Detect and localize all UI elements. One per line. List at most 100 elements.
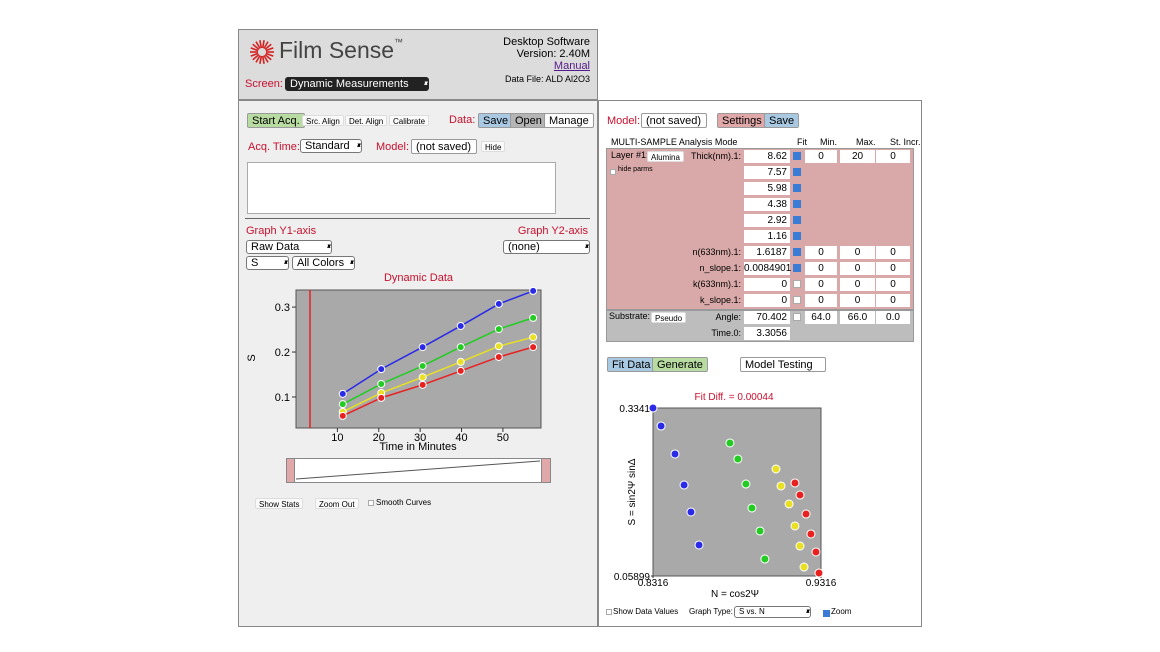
fit-checkbox[interactable] [793, 248, 801, 256]
det-align-button[interactable]: Det. Align [345, 115, 388, 126]
acq-time-select[interactable]: Standard [300, 139, 362, 153]
layer-material-button[interactable]: Alumina [647, 151, 684, 162]
parameter-min[interactable]: 0 [805, 262, 837, 275]
parameter-step[interactable]: 0 [876, 150, 910, 163]
y1-select[interactable]: Raw Data [246, 240, 332, 254]
fit-checkbox[interactable] [793, 313, 801, 321]
parameter-step[interactable]: 0 [876, 246, 910, 259]
data-file: Data File: ALD Al2O3 [504, 74, 590, 84]
zoom-out-button[interactable]: Zoom Out [315, 498, 359, 509]
y1-label: Graph Y1-axis [246, 225, 317, 237]
version: Version: 2.40M [516, 48, 590, 60]
quantity-select[interactable]: S [246, 256, 289, 270]
parameter-label: Thick(nm).1: [690, 151, 741, 161]
parameter-label: k(633nm).1: [692, 279, 741, 289]
parameter-min[interactable]: 0 [805, 246, 837, 259]
parameter-min[interactable]: 0 [805, 150, 837, 163]
parameter-max[interactable]: 66.0 [840, 311, 875, 324]
parameter-label: n_slope.1: [699, 263, 741, 273]
parameter-min[interactable]: 64.0 [805, 311, 837, 324]
parameter-value[interactable]: 1.16 [744, 230, 790, 243]
parameter-value[interactable]: 7.57 [744, 166, 790, 179]
data-open-button[interactable]: Open [510, 113, 547, 128]
mode-label: MULTI-SAMPLE Analysis Mode [611, 137, 738, 147]
show-values-label: Show Data Values [613, 607, 679, 616]
fit-data-button[interactable]: Fit Data [607, 357, 656, 372]
software: Desktop Software [503, 36, 590, 48]
parameter-max[interactable]: 0 [840, 262, 875, 275]
substrate-button[interactable]: Pseudo [651, 312, 687, 323]
settings-button[interactable]: Settings [717, 113, 767, 128]
fit-checkbox[interactable] [793, 280, 801, 288]
graph-type-label: Graph Type: [689, 607, 733, 616]
fit-checkbox[interactable] [793, 232, 801, 240]
model-label: Model: [607, 115, 641, 127]
parameter-label: n(633nm).1: [692, 247, 741, 257]
range-slider[interactable] [286, 458, 551, 483]
parameter-max[interactable]: 0 [840, 246, 875, 259]
parameter-value[interactable]: 8.62 [744, 150, 790, 163]
fit-checkbox[interactable] [793, 152, 801, 160]
parameter-max[interactable]: 0 [840, 278, 875, 291]
parameter-step[interactable]: 0.0 [876, 311, 910, 324]
fit-checkbox[interactable] [793, 264, 801, 272]
parameter-step[interactable]: 0 [876, 294, 910, 307]
generate-button[interactable]: Generate [652, 357, 708, 372]
column-header: Max. [856, 137, 876, 147]
parameter-label: Angle: [715, 312, 741, 322]
parameter-value[interactable]: 1.6187 [744, 246, 790, 259]
screen-select[interactable]: Dynamic Measurements [285, 77, 429, 91]
y2-select[interactable]: (none) [503, 240, 590, 254]
parameter-min[interactable]: 0 [805, 278, 837, 291]
parameter-step[interactable]: 0 [876, 278, 910, 291]
parameter-step[interactable]: 0 [876, 262, 910, 275]
parameter-value[interactable]: 0 [744, 278, 790, 291]
brand: Film Sense™ [279, 37, 403, 64]
column-header: Min. [820, 137, 838, 147]
fit-checkbox[interactable] [793, 168, 801, 176]
hide-button[interactable]: Hide [481, 141, 506, 152]
parameter-value[interactable]: 0.0084901 [744, 262, 792, 275]
manual-link[interactable]: Manual [553, 60, 590, 72]
parameter-value[interactable]: 5.98 [744, 182, 790, 195]
calibrate-button[interactable]: Calibrate [389, 115, 430, 126]
fit-checkbox[interactable] [793, 216, 801, 224]
graph-type-select[interactable]: S vs. N [734, 606, 811, 618]
model-save-button[interactable]: Save [764, 113, 800, 128]
separator [245, 218, 590, 219]
parameter-max[interactable]: 20 [840, 150, 875, 163]
model-testing-button[interactable]: Model Testing [740, 357, 826, 372]
data-save-button[interactable]: Save [478, 113, 514, 128]
parameter-value[interactable]: 4.38 [744, 198, 790, 211]
column-header: Fit [797, 137, 807, 147]
slider-handle[interactable] [286, 458, 295, 483]
parameter-value[interactable]: 2.92 [744, 214, 790, 227]
parameter-value[interactable]: 70.402 [744, 311, 790, 324]
colors-select[interactable]: All Colors [292, 256, 355, 270]
show-values-checkbox[interactable] [606, 609, 612, 615]
model-button[interactable]: (not saved) [641, 113, 707, 128]
parameter-value[interactable]: 0 [744, 294, 790, 307]
fit-checkbox[interactable] [793, 296, 801, 304]
screen-label: Screen: [245, 78, 283, 90]
fit-checkbox[interactable] [793, 184, 801, 192]
parameter-value[interactable]: 3.3056 [744, 327, 790, 340]
substrate-label: Substrate: [609, 311, 651, 321]
notes-textarea[interactable] [247, 162, 556, 214]
smooth-checkbox[interactable] [368, 500, 374, 506]
parameter-max[interactable]: 0 [840, 294, 875, 307]
hide-parms-checkbox[interactable] [610, 169, 616, 175]
model-button[interactable]: (not saved) [411, 139, 477, 154]
parameter-min[interactable]: 0 [805, 294, 837, 307]
data-manage-button[interactable]: Manage [544, 113, 594, 128]
show-stats-button[interactable]: Show Stats [255, 498, 304, 509]
parameter-label: Time.0: [711, 328, 741, 338]
start-acq-button[interactable]: Start Acq. [247, 113, 305, 128]
zoom-checkbox[interactable] [823, 610, 830, 617]
fit-checkbox[interactable] [793, 200, 801, 208]
slider-handle[interactable] [541, 458, 551, 483]
src-align-button[interactable]: Src. Align [302, 115, 344, 126]
